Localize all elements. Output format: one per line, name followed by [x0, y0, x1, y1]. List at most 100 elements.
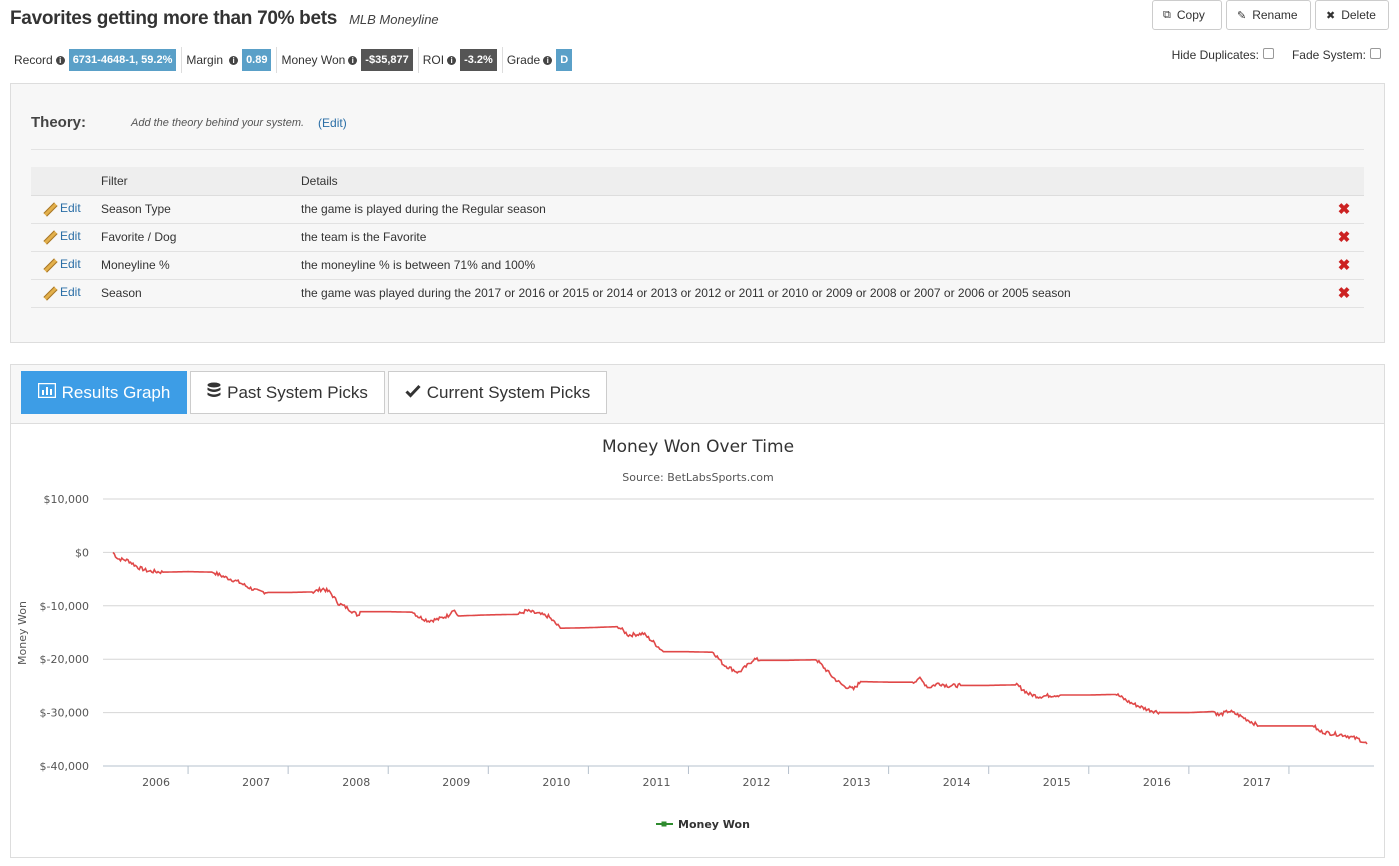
header-remove-cell [1324, 167, 1364, 196]
stat-roi: ROI i -3.2% [419, 47, 503, 73]
stat-record: Record i 6731-4648-1, 59.2% [10, 47, 183, 73]
filters-header-row: Filter Details [31, 167, 1364, 196]
x-tick-label: 2011 [642, 776, 670, 789]
results-tabs: Results Graph Past System Picks Current … [11, 365, 1384, 424]
x-tick-label: 2013 [843, 776, 871, 789]
stat-margin-value: 0.89 [242, 49, 272, 71]
pencil-icon [41, 230, 57, 242]
y-axis-ticks: $10,000 $0 $-10,000 $-20,000 $-30,000 $-40,00… [40, 493, 89, 773]
info-icon[interactable]: i [229, 55, 239, 65]
header-filter: Filter [101, 167, 301, 196]
stat-grade-value: D [556, 49, 573, 71]
theory-text: Add the theory behind your system. [131, 116, 305, 129]
theory-panel: Theory: Add the theory behind your syste… [10, 83, 1385, 343]
series-line-money-won [112, 551, 1368, 745]
edit-label: Edit [60, 201, 81, 215]
system-stats: Record i 6731-4648-1, 59.2% Margin i 0.8… [10, 47, 577, 73]
money-won-chart: Money Won Over Time Source: BetLabsSport… [16, 437, 1374, 831]
remove-filter-icon[interactable]: ✖ [1337, 285, 1351, 302]
pencil-icon [41, 258, 57, 270]
chart-legend[interactable]: Money Won [656, 818, 750, 831]
filter-name: Season [101, 279, 301, 308]
filter-name: Moneyline % [101, 251, 301, 280]
check-icon [405, 383, 421, 403]
remove-filter-icon[interactable]: ✖ [1337, 257, 1351, 274]
header-edit-cell [31, 167, 101, 196]
edit-filter-link[interactable]: Edit [41, 229, 81, 243]
y-tick-label: $-40,000 [40, 760, 89, 773]
info-icon[interactable]: i [543, 55, 553, 65]
page-title: Favorites getting more than 70% bets [10, 8, 338, 29]
filter-details: the moneyline % is between 71% and 100% [301, 251, 1324, 280]
fade-system-label: Fade System: [1291, 48, 1366, 62]
theory-edit-link[interactable]: (Edit) [318, 115, 347, 130]
filter-details: the team is the Favorite [301, 223, 1324, 252]
copy-button[interactable]: ⧉ Copy [1152, 0, 1222, 30]
info-icon[interactable]: i [447, 55, 457, 65]
y-tick-label: $0 [75, 546, 89, 559]
tab-current-picks[interactable]: Current System Picks [388, 371, 607, 414]
x-tick-label: 2010 [542, 776, 570, 789]
tab-past-picks[interactable]: Past System Picks [190, 371, 385, 414]
chart-grid [103, 498, 1374, 767]
tab-results-graph-label: Results Graph [61, 382, 171, 402]
filter-details: the game is played during the Regular se… [301, 195, 1324, 224]
table-row: Edit Season Type the game is played duri… [31, 195, 1364, 224]
edit-label: Edit [60, 229, 81, 243]
chart-title: Money Won Over Time [602, 437, 794, 457]
filters-table: Filter Details Edit Season Type the game… [31, 167, 1364, 308]
database-icon [207, 382, 221, 403]
page-subtitle: MLB Moneyline [349, 12, 439, 27]
x-tick-label: 2009 [442, 776, 470, 789]
rename-button[interactable]: ✎ Rename [1226, 0, 1311, 30]
page-header: Favorites getting more than 70% bets MLB… [10, 8, 439, 38]
copy-label: Copy [1176, 8, 1205, 22]
copy-icon: ⧉ [1163, 8, 1171, 21]
edit-filter-link[interactable]: Edit [41, 201, 81, 215]
x-tick-label: 2017 [1243, 776, 1271, 789]
close-icon: ✖ [1326, 9, 1336, 22]
y-tick-label: $-20,000 [40, 653, 89, 666]
y-tick-label: $10,000 [44, 493, 90, 506]
table-row: Edit Moneyline % the moneyline % is betw… [31, 251, 1364, 280]
stat-record-value: 6731-4648-1, 59.2% [68, 49, 177, 71]
info-icon[interactable]: i [55, 55, 65, 65]
chart-subtitle: Source: BetLabsSports.com [622, 471, 773, 484]
hide-duplicates-option[interactable]: Hide Duplicates: [1172, 47, 1274, 62]
filter-name: Favorite / Dog [101, 223, 301, 252]
theory-label: Theory: [31, 114, 87, 131]
x-tick-label: 2008 [342, 776, 370, 789]
results-panel: Results Graph Past System Picks Current … [10, 364, 1385, 858]
x-tick-label: 2015 [1043, 776, 1071, 789]
remove-filter-icon[interactable]: ✖ [1337, 201, 1351, 218]
info-icon[interactable]: i [348, 55, 358, 65]
edit-filter-link[interactable]: Edit [41, 285, 81, 299]
hide-duplicates-checkbox[interactable] [1262, 47, 1274, 59]
pencil-icon [41, 202, 57, 214]
filter-details: the game was played during the 2017 or 2… [301, 279, 1324, 308]
delete-button[interactable]: ✖ Delete [1315, 0, 1389, 30]
theory-row: Theory: Add the theory behind your syste… [31, 114, 1364, 150]
stat-margin-label: Margin [186, 53, 224, 67]
tab-past-picks-label: Past System Picks [227, 382, 368, 402]
stat-margin: Margin i 0.89 [182, 47, 278, 73]
legend-marker-icon [661, 821, 667, 827]
fade-system-checkbox[interactable] [1370, 47, 1381, 59]
legend-label-money-won: Money Won [678, 818, 750, 831]
table-row: Edit Favorite / Dog the team is the Favo… [31, 223, 1364, 252]
stat-grade: Grade i D [503, 47, 577, 73]
remove-filter-icon[interactable]: ✖ [1337, 229, 1351, 246]
x-tick-label: 2007 [242, 776, 270, 789]
fade-system-option[interactable]: Fade System: [1291, 47, 1381, 62]
stat-money-value: -$35,877 [361, 49, 413, 71]
y-tick-label: $-30,000 [40, 707, 89, 720]
edit-filter-link[interactable]: Edit [41, 257, 81, 271]
tab-current-picks-label: Current System Picks [426, 382, 591, 402]
tab-results-graph[interactable]: Results Graph [21, 371, 187, 414]
stat-money-label: Money Won [281, 53, 346, 67]
edit-label: Edit [60, 285, 81, 299]
y-axis-label: Money Won [16, 601, 29, 665]
stat-grade-label: Grade [506, 53, 541, 67]
delete-label: Delete [1341, 8, 1376, 22]
stat-record-label: Record [14, 53, 53, 67]
